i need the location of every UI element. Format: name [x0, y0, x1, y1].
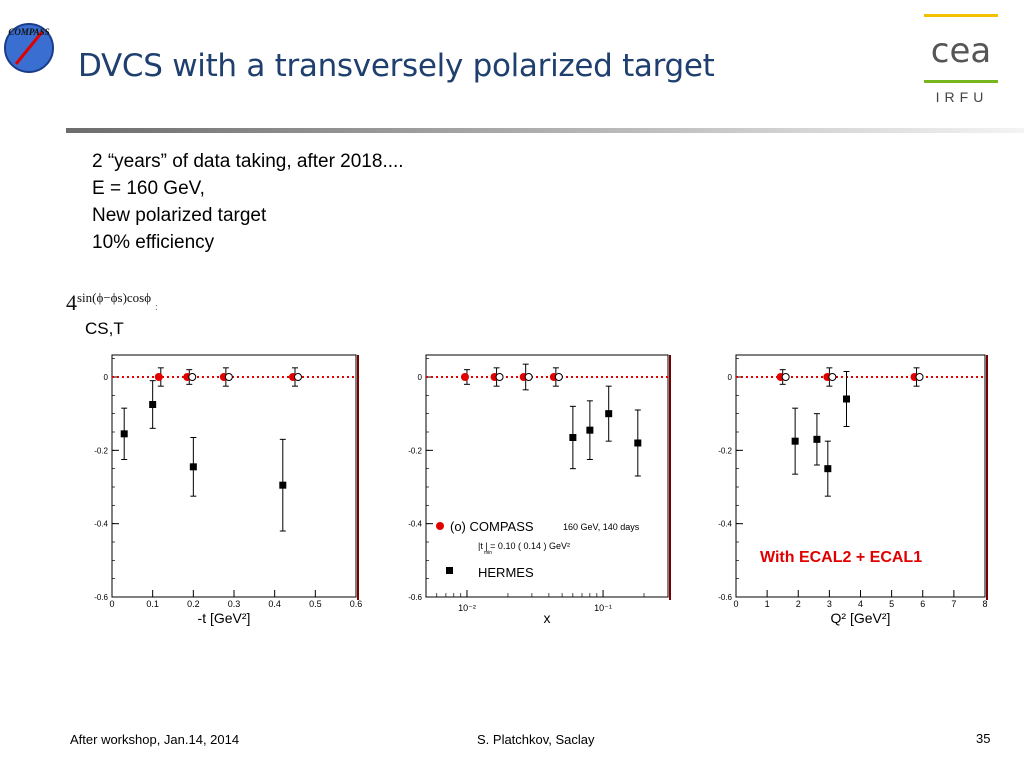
y-tick-label: -0.2: [718, 446, 732, 455]
compass-logo: COMPASS: [4, 23, 54, 73]
x-tick-label: 0.5: [309, 599, 322, 609]
x-tick-label: 0.6: [350, 599, 363, 609]
title-divider: [66, 128, 1024, 133]
y-tick-label: -0.4: [718, 520, 732, 529]
legend-compass-marker: [436, 522, 444, 530]
compass-point: [154, 373, 163, 381]
compass-open-point: [554, 373, 563, 381]
hermes-point: [120, 430, 128, 438]
formula-prefix: 4: [66, 290, 77, 315]
chart-panel-t: 0-0.2-0.4-0.60 0.1 0.2 0.3 0.4 0.5 0.6-t [GeV²…: [68, 350, 368, 640]
x-tick-label: 0.2: [187, 599, 200, 609]
cea-logo-text: cea: [931, 31, 991, 71]
formula-suffix: :: [154, 301, 158, 313]
slide-title: DVCS with a transversely polarized targe…: [78, 48, 715, 84]
hermes-point: [605, 410, 613, 418]
compass-open-point: [294, 373, 302, 381]
x-tick-label: 8: [982, 599, 987, 609]
hermes-point: [149, 401, 157, 408]
formula-subscript: CS,T: [85, 319, 124, 338]
hermes-point: [279, 481, 287, 489]
plot-frame: [425, 354, 669, 598]
hermes-point: [824, 465, 832, 473]
x-tick-label: 10⁻²: [458, 603, 476, 613]
x-tick-label: 0.1: [146, 599, 159, 609]
cea-irfu-logo: cea IRFU: [924, 14, 998, 105]
x-tick-label: 1: [765, 599, 770, 609]
chart-panel-q2: 0-0.2-0.4-0.60 1 2 3 4 5 6 7 8Q² [GeV²]: [708, 350, 998, 640]
cea-logo-green-bar: [924, 80, 998, 83]
formula-superscript: sin(ϕ−ϕs)cosϕ: [77, 290, 152, 305]
cea-logo-yellow-bar: [924, 14, 998, 17]
footer-author: S. Platchkov, Saclay: [477, 732, 595, 747]
chart-background: [398, 350, 678, 640]
x-tick-label: 2: [796, 599, 801, 609]
x-tick-label: 3: [827, 599, 832, 609]
compass-open-point: [828, 373, 837, 381]
legend-compass-detail: 160 GeV, 140 days: [563, 522, 640, 532]
y-tick-label: -0.6: [94, 593, 108, 602]
compass-point: [460, 373, 469, 381]
y-tick-label: -0.6: [408, 593, 422, 602]
info-line: 10% efficiency: [92, 232, 215, 253]
x-tick-label: 0.3: [228, 599, 241, 609]
info-list: 2 “years” of data taking, after 2018....…: [92, 148, 404, 256]
compass-open-point: [781, 373, 790, 381]
x-tick-label: 5: [889, 599, 894, 609]
compass-open-point: [495, 373, 504, 381]
hermes-point: [791, 437, 799, 445]
y-tick-label: -0.6: [718, 593, 732, 602]
x-tick-label: 0: [733, 599, 738, 609]
compass-open-point: [915, 373, 924, 381]
chart-panel-x: 0 -0.2 -0.4 -0.6 10⁻² 10⁻¹ x (o) COMPASS 160 GeV…: [398, 350, 678, 640]
y-tick-label: -0.2: [94, 446, 108, 455]
hermes-point: [189, 463, 197, 471]
y-tick-label: 0: [418, 373, 423, 382]
x-axis-label: x: [544, 610, 551, 626]
irfu-text: IRFU: [936, 89, 989, 105]
legend-hermes-marker: [446, 567, 453, 574]
y-tick-label: 0: [728, 373, 733, 382]
chart-background: [708, 350, 998, 640]
x-tick-label: 6: [920, 599, 925, 609]
footer-event: After workshop, Jan.14, 2014: [70, 732, 240, 747]
compass-open-point: [224, 373, 233, 381]
asymmetry-formula: 4sin(ϕ−ϕs)cosϕ :: [66, 290, 158, 316]
x-tick-label: 4: [858, 599, 863, 609]
ecal-note: With ECAL2 + ECAL1: [760, 549, 923, 566]
compass-open-point: [524, 373, 533, 381]
info-line: New polarized target: [92, 205, 267, 226]
y-tick-label: -0.2: [408, 446, 422, 455]
chart-background: [68, 350, 368, 640]
compass-open-point: [188, 373, 197, 381]
x-axis-label: Q² [GeV²]: [831, 610, 891, 626]
info-line: 2 “years” of data taking, after 2018....: [92, 151, 404, 172]
info-line: E = 160 GeV,: [92, 178, 205, 199]
x-axis-label: -t [GeV²]: [198, 610, 251, 626]
legend-hermes-label: HERMES: [478, 565, 534, 580]
hermes-point: [813, 435, 821, 443]
x-tick-label: 0: [109, 599, 114, 609]
y-tick-label: -0.4: [408, 520, 422, 529]
hermes-point: [842, 395, 850, 403]
compass-logo-text: COMPASS: [8, 27, 49, 37]
legend-tmin-subscript: min: [484, 550, 492, 556]
y-tick-label: -0.4: [94, 520, 108, 529]
legend-tmin-label: |t | = 0.10 ( 0.14 ) GeV²: [478, 541, 570, 551]
hermes-point: [634, 439, 642, 447]
x-tick-label: 7: [951, 599, 956, 609]
compass-needle-icon: [14, 31, 44, 65]
page-number: 35: [976, 731, 991, 746]
hermes-point: [586, 426, 594, 434]
legend-compass-label: (o) COMPASS: [450, 519, 534, 534]
y-tick-label: 0: [104, 373, 109, 382]
hermes-point: [569, 434, 577, 441]
x-tick-label: 0.4: [268, 599, 281, 609]
x-tick-label: 10⁻¹: [594, 603, 612, 613]
